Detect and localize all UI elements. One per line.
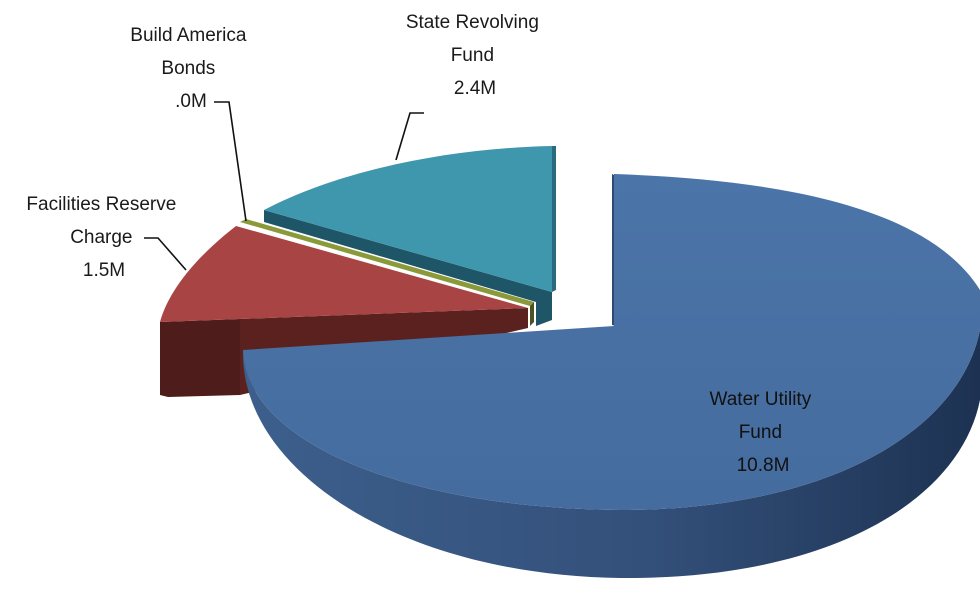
slice-water-utility-fund [242,174,980,579]
slice-water-top [243,174,980,510]
slice-bonds-side [530,302,534,326]
slice-facilities-side-front [160,319,240,397]
label-facilities-line1: Facilities Reserve [26,194,176,215]
slice-srf-top [264,146,552,292]
label-bonds-line1: Build America [130,25,247,46]
label-water: Water Utility Fund 10.8M [710,389,817,476]
slice-facilities-top [160,226,528,322]
leader-line-bonds [214,101,247,222]
slice-srf-side-left [264,210,552,326]
slice-water-side [242,330,980,579]
label-facilities: Facilities Reserve Charge 1.5M [26,194,181,281]
slice-srf-side-right [552,146,556,292]
label-bonds-line2: Bonds [161,58,215,79]
slice-bonds-top [240,219,534,306]
label-facilities-value: 1.5M [83,260,125,281]
data-labels: State Revolving Fund 2.4M Build America … [26,12,817,476]
label-bonds-value: .0M [175,91,207,112]
label-srf: State Revolving Fund 2.4M [406,12,544,99]
label-srf-line1: State Revolving [406,12,539,33]
leader-line-facilities [144,237,187,271]
label-water-value: 10.8M [737,455,790,476]
slice-state-revolving-fund [264,146,556,326]
leader-lines [144,101,424,271]
slice-build-america-bonds [240,219,534,326]
label-water-line2: Fund [739,422,782,443]
label-facilities-line2: Charge [70,227,132,248]
label-srf-value: 2.4M [454,78,496,99]
label-water-line1: Water Utility [710,389,812,410]
label-srf-line2: Fund [451,45,494,66]
label-bonds: Build America Bonds .0M [130,25,251,112]
leader-line-srf [395,112,424,161]
